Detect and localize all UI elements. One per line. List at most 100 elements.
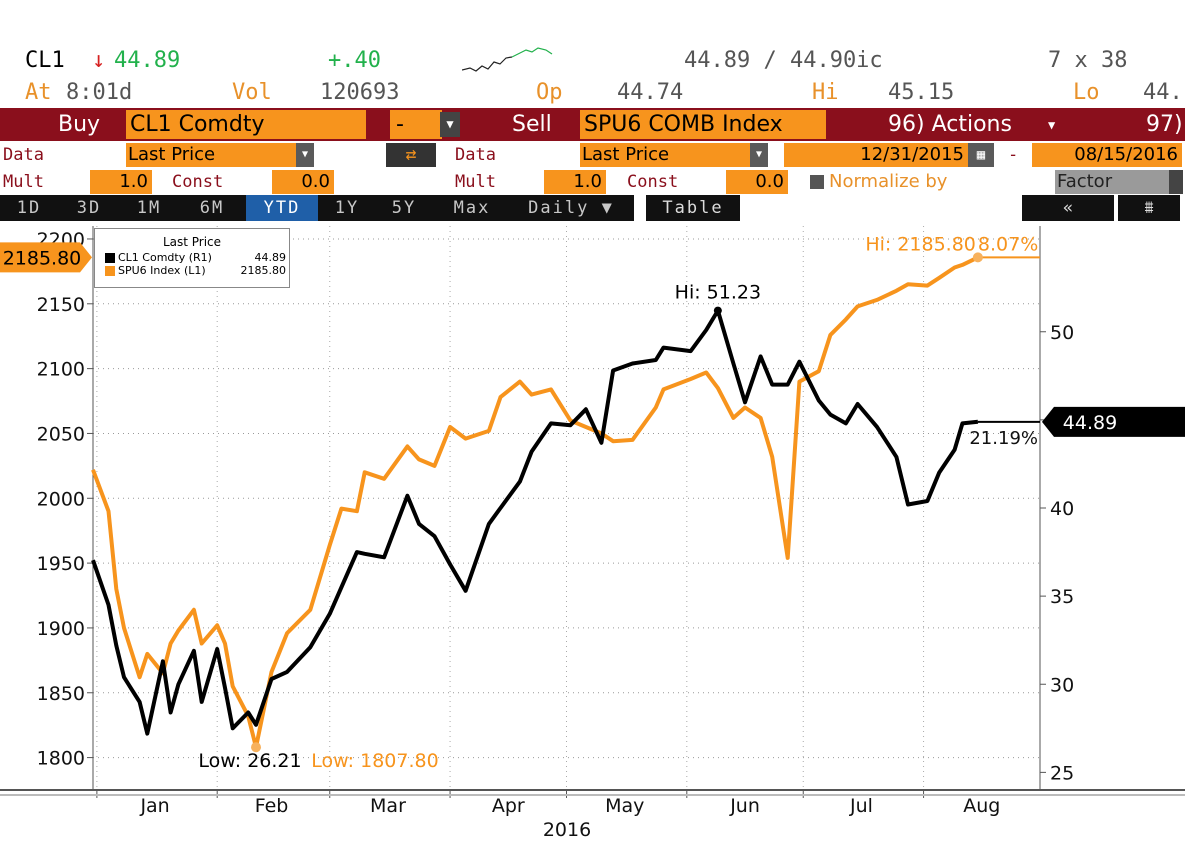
table-button[interactable]: Table (646, 195, 740, 221)
cl1-high-marker (713, 306, 722, 315)
sparkline (462, 47, 553, 72)
x-tick-label: Jun (729, 795, 760, 817)
tab-1m[interactable]: 1M (136, 198, 162, 218)
data-label-1: Data (3, 145, 44, 165)
right-tick-label: 30 (1050, 674, 1074, 696)
buy-label: Buy (58, 112, 101, 137)
data-label-2: Data (455, 145, 496, 165)
legend-value-spu6: 2185.80 (240, 264, 287, 277)
open-price: 44.74 (617, 80, 684, 105)
mult-label-2: Mult (455, 172, 496, 192)
security-ticker: CL1 (25, 48, 65, 73)
actions-dropdown-icon[interactable]: ▼ (1048, 118, 1056, 132)
normalize-factor-field[interactable]: Factor (1055, 170, 1169, 194)
data-field-2[interactable]: Last Price (580, 143, 750, 167)
high-label: Hi (812, 80, 839, 105)
data-1-dropdown-icon[interactable]: ▼ (296, 143, 314, 167)
period-tabs: 1D 3D 1M 6M YTD 1Y 5Y Max Daily ▼ (0, 195, 634, 221)
cl1-high-label: Hi: 51.23 (675, 282, 761, 304)
tab-6m[interactable]: 6M (199, 198, 225, 218)
mult-field-2[interactable]: 1.0 (544, 170, 606, 194)
legend-name-cl1: CL1 Comdty (R1) (118, 251, 212, 264)
periodicity-dropdown[interactable]: Daily ▼ (528, 198, 614, 218)
mult-field-1[interactable]: 1.0 (90, 170, 152, 194)
operator-dropdown-icon[interactable]: ▼ (440, 112, 460, 137)
tab-5y[interactable]: 5Y (391, 198, 417, 218)
const-field-2[interactable]: 0.0 (726, 170, 788, 194)
operator-field[interactable]: - (390, 110, 442, 139)
left-tick-label: 2150 (37, 294, 85, 316)
spu6-low-label: Low: 1807.80 (311, 750, 438, 772)
cl1-last-value: 44.89 (1063, 412, 1117, 434)
cl1-last-badge (1042, 406, 1185, 437)
normalize-checkbox[interactable] (810, 175, 824, 189)
legend-value-cl1: 44.89 (254, 251, 287, 264)
right-tick-label: 50 (1050, 322, 1074, 344)
right-tick-label: 25 (1050, 762, 1074, 784)
data-2-dropdown-icon[interactable]: ▼ (750, 143, 768, 167)
collapse-icon[interactable]: « (1022, 195, 1114, 221)
left-tick-label: 1850 (37, 683, 85, 705)
sell-label: Sell (512, 112, 552, 137)
const-field-1[interactable]: 0.0 (272, 170, 334, 194)
tab-max[interactable]: Max (453, 198, 491, 218)
spu6-series-line (91, 255, 979, 750)
swap-icon[interactable]: ⇄ (386, 143, 436, 167)
legend-entry-cl1: CL1 Comdty (R1) 44.89 (105, 251, 289, 264)
legend-name-spu6: SPU6 Index (L1) (118, 264, 206, 277)
last-price: 44.89 (114, 48, 181, 73)
buy-security-field[interactable]: CL1 Comdty (126, 110, 366, 139)
x-tick-label: May (605, 795, 644, 817)
legend-swatch-cl1 (105, 253, 115, 263)
bid-ask-size: 7 x 38 (1048, 48, 1128, 73)
left-tick-label: 1900 (37, 618, 85, 640)
mult-label-1: Mult (3, 172, 44, 192)
volume: 120693 (320, 80, 400, 105)
spu6-high-marker (972, 252, 983, 263)
price-chart: 1800185019001950200020502100215022002530… (0, 226, 1185, 841)
const-label-1: Const (172, 172, 224, 192)
right-tick-label: 35 (1050, 586, 1074, 608)
data-field-1[interactable]: Last Price (126, 143, 296, 167)
chart-settings-icon[interactable]: ⩩ (1118, 195, 1180, 221)
left-tick-label: 2100 (37, 359, 85, 381)
sell-security-field[interactable]: SPU6 COMB Index (580, 110, 826, 139)
legend-swatch-spu6 (105, 266, 115, 276)
action-97-button[interactable]: 97) (1146, 112, 1183, 137)
x-tick-label: Jan (139, 795, 169, 817)
factor-dropdown-icon[interactable] (1169, 170, 1183, 194)
x-tick-label: Jul (849, 795, 873, 817)
legend-entry-spu6: SPU6 Index (L1) 2185.80 (105, 264, 289, 277)
spu6-last-value: 2185.80 (3, 247, 82, 269)
date-range-dash: - (1008, 145, 1019, 165)
quote-time: 8:01d (66, 80, 133, 105)
spu6-last-badge (0, 242, 92, 273)
end-date-field[interactable]: 08/15/2016 (1032, 143, 1182, 167)
down-arrow-icon: ↓ (92, 48, 106, 73)
const-label-2: Const (627, 172, 679, 192)
left-tick-label: 1950 (37, 553, 85, 575)
net-change: +.40 (328, 48, 381, 73)
left-tick-label: 1800 (37, 748, 85, 770)
normalize-label: Normalize by (829, 171, 948, 192)
legend-title: Last Price (162, 235, 222, 249)
low-label: Lo (1073, 80, 1100, 105)
tab-ytd[interactable]: YTD (246, 195, 318, 221)
left-tick-label: 2050 (37, 423, 85, 445)
low-price: 44. (1143, 80, 1183, 105)
cl1-pct-change: 21.19% (969, 428, 1038, 449)
spu6-low-marker (251, 742, 262, 753)
tab-1d[interactable]: 1D (16, 198, 42, 218)
start-date-field[interactable]: 12/31/2015 (784, 143, 968, 167)
cl1-low-label: Low: 26.21 (198, 750, 301, 772)
calendar-icon[interactable]: ▦ (968, 143, 994, 167)
tab-3d[interactable]: 3D (76, 198, 102, 218)
spu6-high-label: Hi: 2185.80 (865, 233, 976, 255)
left-tick-label: 2000 (37, 488, 85, 510)
bid-ask: 44.89 / 44.90ic (684, 48, 883, 73)
right-tick-label: 40 (1050, 498, 1074, 520)
x-tick-label: Mar (370, 795, 406, 817)
x-tick-label: Feb (255, 795, 289, 817)
actions-menu[interactable]: 96) Actions (888, 112, 1012, 137)
tab-1y[interactable]: 1Y (334, 198, 360, 218)
